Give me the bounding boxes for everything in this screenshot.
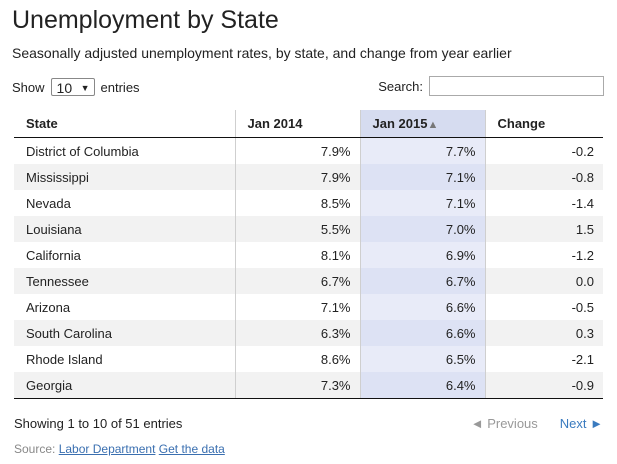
source-label: Source:: [14, 442, 56, 456]
cell-state: South Carolina: [14, 320, 236, 346]
cell-state: District of Columbia: [14, 137, 236, 164]
entries-label: entries: [100, 79, 140, 95]
cell-jan-2014: 8.1%: [235, 242, 361, 268]
entries-select[interactable]: 10 ▼: [50, 78, 95, 96]
table-row: Nevada 8.5% 7.1% -1.4: [14, 190, 603, 216]
unemployment-table: State Jan 2014 Jan 2015▲ Change District…: [14, 110, 603, 399]
entries-select-value: 10: [56, 80, 73, 96]
cell-jan-2014: 5.5%: [235, 216, 361, 242]
next-page-button[interactable]: Next ►: [559, 416, 603, 431]
table-header-row: State Jan 2014 Jan 2015▲ Change: [14, 110, 603, 138]
cell-jan-2015: 7.1%: [360, 164, 486, 190]
cell-state: Rhode Island: [14, 346, 236, 372]
column-header-jan-2014[interactable]: Jan 2014: [235, 110, 361, 138]
column-header-state[interactable]: State: [14, 110, 236, 138]
cell-jan-2015: 7.7%: [360, 137, 486, 164]
cell-jan-2015: 6.9%: [360, 242, 486, 268]
entries-length-control: Show 10 ▼ entries: [12, 78, 140, 96]
cell-jan-2015: 7.1%: [360, 190, 486, 216]
cell-jan-2015: 6.5%: [360, 346, 486, 372]
search-control: Search:: [378, 76, 604, 96]
cell-jan-2015: 6.6%: [360, 320, 486, 346]
table-row: Georgia 7.3% 6.4% -0.9: [14, 372, 603, 399]
cell-jan-2015: 7.0%: [360, 216, 486, 242]
cell-jan-2014: 6.7%: [235, 268, 361, 294]
cell-state: Arizona: [14, 294, 236, 320]
cell-jan-2015: 6.4%: [360, 372, 486, 399]
cell-jan-2014: 8.6%: [235, 346, 361, 372]
column-header-jan-2015[interactable]: Jan 2015▲: [360, 110, 486, 138]
get-the-data-link[interactable]: Get the data: [158, 442, 225, 456]
cell-state: Mississippi: [14, 164, 236, 190]
source-line: Source: Labor Department Get the data: [14, 442, 225, 456]
cell-jan-2015: 6.7%: [360, 268, 486, 294]
column-header-jan-2015-label: Jan 2015: [372, 116, 428, 131]
cell-state: Georgia: [14, 372, 236, 399]
table-row: Rhode Island 8.6% 6.5% -2.1: [14, 346, 603, 372]
page-title: Unemployment by State: [12, 6, 279, 34]
page-subtitle: Seasonally adjusted unemployment rates, …: [12, 45, 512, 61]
cell-jan-2014: 7.1%: [235, 294, 361, 320]
cell-change: -2.1: [571, 351, 594, 367]
cell-change: -0.2: [485, 137, 603, 164]
cell-change: 0.3: [485, 320, 603, 346]
cell-state: California: [14, 242, 236, 268]
table-info: Showing 1 to 10 of 51 entries: [14, 416, 183, 431]
cell-jan-2014: 6.3%: [235, 320, 361, 346]
table-row: Tennessee 6.7% 6.7% 0.0: [14, 268, 603, 294]
search-label: Search:: [378, 78, 423, 94]
cell-jan-2014: 7.9%: [235, 137, 361, 164]
pagination: ◄ Previous Next ►: [471, 416, 603, 431]
show-label: Show: [12, 79, 45, 95]
cell-change: -0.8: [485, 164, 603, 190]
table-row: South Carolina 6.3% 6.6% 0.3: [14, 320, 603, 346]
table-row: Louisiana 5.5% 7.0% 1.5: [14, 216, 603, 242]
cell-change: -1.2: [571, 247, 594, 263]
cell-jan-2014: 8.5%: [235, 190, 361, 216]
cell-change: -0.9: [485, 372, 603, 399]
table-row: Mississippi 7.9% 7.1% -0.8: [14, 164, 603, 190]
table-body: District of Columbia 7.9% 7.7% -0.2 Mississi…: [14, 137, 603, 399]
cell-change: -1.4: [571, 195, 594, 211]
previous-page-button[interactable]: ◄ Previous: [470, 416, 538, 431]
chevron-down-icon: ▼: [80, 83, 90, 93]
search-input[interactable]: [429, 76, 604, 96]
table-row: California 8.1% 6.9% -1.2: [14, 242, 603, 268]
cell-state: Nevada: [14, 190, 236, 216]
table-row: Arizona 7.1% 6.6% -0.5: [14, 294, 603, 320]
table-row: District of Columbia 7.9% 7.7% -0.2: [14, 137, 603, 164]
cell-jan-2014: 7.9%: [235, 164, 361, 190]
column-header-change[interactable]: Change: [485, 110, 603, 138]
cell-change: -0.5: [571, 299, 594, 315]
cell-jan-2015: 6.6%: [360, 294, 486, 320]
labor-department-link[interactable]: Labor Department: [58, 442, 156, 456]
cell-state: Louisiana: [14, 216, 236, 242]
sort-ascending-icon: ▲: [427, 119, 439, 131]
cell-state: Tennessee: [14, 268, 236, 294]
table-controls: Show 10 ▼ entries Search:: [12, 76, 604, 100]
cell-jan-2014: 7.3%: [235, 372, 361, 399]
cell-change: 0.0: [485, 268, 603, 294]
cell-change: 1.5: [485, 216, 603, 242]
